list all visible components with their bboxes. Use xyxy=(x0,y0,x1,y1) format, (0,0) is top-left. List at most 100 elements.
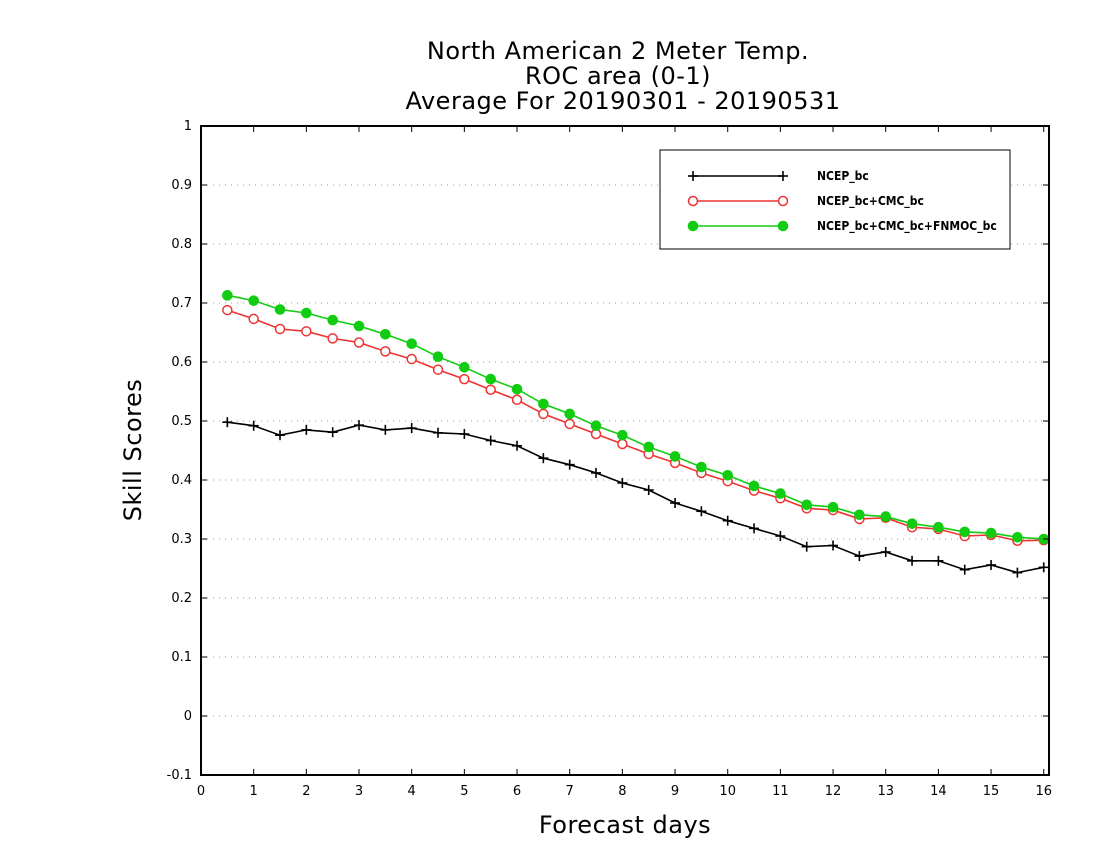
x-tick-label: 13 xyxy=(877,784,894,799)
legend-box xyxy=(659,149,1011,250)
data-point-plus xyxy=(275,430,286,441)
data-point-filled-circle xyxy=(827,501,839,513)
data-point-filled-circle xyxy=(722,469,734,481)
legend-entry: NCEP_bc xyxy=(688,169,869,184)
x-tick-label: 6 xyxy=(513,784,521,799)
y-axis-ticks: -0.1 0 0.1 0.2 0.3 0.4 0.5 0.6 0.7 0.8 0.9 1 xyxy=(167,119,1049,783)
chart-title: North American 2 Meter Temp. ROC area (0… xyxy=(405,37,840,115)
data-point-plus xyxy=(1012,567,1023,578)
data-point-plus xyxy=(617,477,628,488)
data-point-plus xyxy=(907,555,918,566)
data-point-open-circle xyxy=(564,418,575,430)
legend-entry: NCEP_bc+CMC_bc+FNMOC_bc xyxy=(687,219,997,234)
data-point-filled-circle xyxy=(590,420,602,432)
y-tick-label: 0.3 xyxy=(171,532,192,547)
y-tick-label: 0 xyxy=(184,709,192,724)
data-point-filled-circle xyxy=(775,488,786,499)
series-line xyxy=(227,309,1044,542)
data-point-plus xyxy=(591,467,602,478)
x-tick-label: 8 xyxy=(618,784,626,799)
data-point-filled-circle xyxy=(301,307,312,319)
data-point-filled-circle xyxy=(406,338,417,350)
x-tick-label: 1 xyxy=(250,784,258,799)
data-point-filled-circle xyxy=(485,373,496,385)
series-lines xyxy=(222,290,1050,578)
data-point-plus xyxy=(801,541,812,552)
data-point-filled-circle xyxy=(669,451,681,462)
data-point-filled-circle xyxy=(687,220,699,232)
series-3 xyxy=(222,290,1050,545)
x-tick-label: 11 xyxy=(772,784,789,799)
data-point-plus xyxy=(696,506,707,517)
x-tick-label: 4 xyxy=(408,784,416,799)
data-point-plus xyxy=(301,424,312,435)
data-point-filled-circle xyxy=(933,521,944,533)
data-point-plus xyxy=(406,423,417,434)
data-point-filled-circle xyxy=(1012,531,1023,543)
data-point-plus xyxy=(327,427,338,438)
data-point-filled-circle xyxy=(274,304,286,315)
y-tick-label: 0.2 xyxy=(171,591,192,606)
data-point-filled-circle xyxy=(222,290,233,301)
data-point-plus xyxy=(459,428,470,439)
x-tick-label: 14 xyxy=(930,784,947,799)
data-point-filled-circle xyxy=(432,351,444,362)
x-tick-label: 3 xyxy=(355,784,363,799)
data-point-plus xyxy=(1038,562,1049,573)
data-point-open-circle xyxy=(459,373,470,385)
data-point-plus xyxy=(880,546,891,557)
data-point-filled-circle xyxy=(617,429,628,441)
x-tick-label: 2 xyxy=(302,784,310,799)
legend-label: NCEP_bc+CMC_bc+FNMOC_bc xyxy=(817,219,997,234)
chart-title-line-3: Average For 20190301 - 20190531 xyxy=(405,87,840,115)
data-point-open-circle xyxy=(687,195,699,207)
data-point-filled-circle xyxy=(327,314,338,326)
data-point-filled-circle xyxy=(459,362,470,373)
data-point-filled-circle xyxy=(748,480,760,492)
data-point-plus xyxy=(538,453,549,464)
chart-title-line-1: North American 2 Meter Temp. xyxy=(427,37,809,65)
series-2 xyxy=(222,304,1049,547)
data-point-plus xyxy=(643,485,654,496)
data-point-open-circle xyxy=(353,337,365,348)
data-point-plus xyxy=(688,171,698,181)
x-tick-label: 5 xyxy=(460,784,468,799)
data-point-plus xyxy=(828,540,839,551)
x-tick-label: 9 xyxy=(671,784,679,799)
x-tick-label: 7 xyxy=(566,784,574,799)
x-axis-ticks: 0 1 2 3 4 5 6 7 8 9 10 11 12 13 14 15 16 xyxy=(197,126,1052,799)
data-point-filled-circle xyxy=(801,499,813,511)
data-point-open-circle xyxy=(777,195,789,207)
data-point-open-circle xyxy=(432,364,444,375)
legend: NCEP_bc NCEP_bc+CMC_bc NCEP_bc+CMC_bc+FNMO… xyxy=(659,149,1011,250)
y-tick-label: 0.1 xyxy=(171,650,192,665)
data-point-plus xyxy=(933,555,944,566)
y-tick-label: 0.8 xyxy=(171,237,192,252)
data-point-plus xyxy=(380,424,391,435)
y-tick-label: 0.5 xyxy=(171,414,192,429)
y-tick-label: 1 xyxy=(184,119,192,134)
data-point-open-circle xyxy=(222,304,233,316)
data-point-filled-circle xyxy=(959,526,971,538)
data-point-open-circle xyxy=(274,323,286,335)
data-point-plus xyxy=(854,551,865,562)
data-point-plus xyxy=(512,440,523,451)
legend-label: NCEP_bc+CMC_bc xyxy=(817,194,924,209)
data-point-plus xyxy=(986,559,997,570)
series-line xyxy=(227,421,1044,574)
data-point-plus xyxy=(722,515,733,526)
data-point-filled-circle xyxy=(248,295,259,306)
data-point-filled-circle xyxy=(906,518,918,529)
y-tick-label: 0.4 xyxy=(171,473,192,488)
legend-label: NCEP_bc xyxy=(817,169,869,184)
x-tick-label: 16 xyxy=(1035,784,1052,799)
data-point-filled-circle xyxy=(985,527,997,539)
y-axis-label: Skill Scores xyxy=(119,379,147,522)
data-point-open-circle xyxy=(327,333,338,344)
data-point-filled-circle xyxy=(538,398,549,410)
x-tick-label: 0 xyxy=(197,784,205,799)
data-point-filled-circle xyxy=(696,461,707,473)
data-point-plus xyxy=(959,564,970,575)
data-point-plus xyxy=(564,459,575,470)
